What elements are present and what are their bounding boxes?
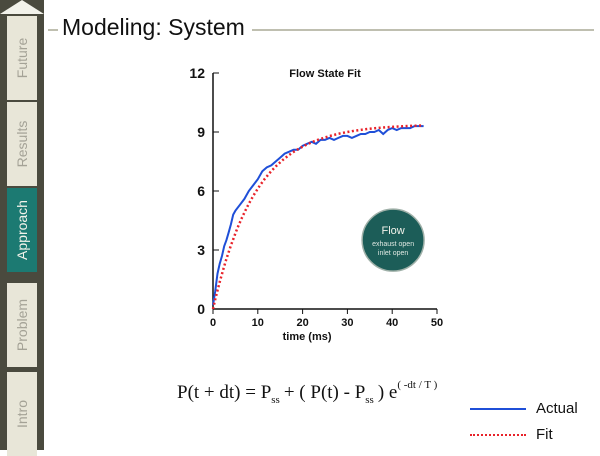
x-tick-label: 0	[210, 317, 216, 329]
y-tick-label: 12	[190, 65, 205, 81]
legend-line-fit	[470, 434, 526, 436]
x-tick-label: 20	[296, 317, 308, 329]
nav-tab-approach[interactable]: Approach	[7, 188, 37, 272]
flow-state-badge-exhaust: exhaust open	[372, 241, 414, 248]
flow-state-badge	[361, 208, 425, 272]
nav-sidebar: Future Results Approach Problem Intro	[0, 0, 44, 456]
flow-state-chart: 0 3 6 9 12 0 10 20 30 40 50 Flow State Fit time (ms)…	[190, 65, 443, 343]
chart-title: Flow State Fit	[289, 68, 361, 80]
y-tick-label: 3	[197, 242, 205, 258]
nav-tab-label: Intro	[14, 399, 30, 429]
nav-arrow-tip	[0, 0, 44, 14]
nav-tab-intro[interactable]: Intro	[7, 372, 37, 456]
x-tick-label: 10	[252, 317, 264, 329]
equation-exponent: ( -dt / T )	[397, 379, 437, 391]
legend-label-fit: Fit	[536, 426, 553, 443]
y-tick-label: 6	[197, 183, 205, 199]
nav-tab-label: Approach	[14, 200, 30, 260]
slide-title: Modeling: System	[62, 14, 245, 40]
flow-state-badge-inlet: inlet open	[378, 250, 408, 257]
legend-item-fit: Fit	[470, 424, 600, 446]
title-rule-left	[48, 29, 58, 31]
legend-item-actual: Actual	[470, 398, 600, 420]
x-tick-label: 40	[386, 317, 398, 329]
nav-tab-problem[interactable]: Problem	[7, 283, 37, 367]
y-tick-label: 0	[197, 301, 205, 317]
y-tick-label: 9	[197, 124, 205, 140]
legend-label-actual: Actual	[536, 400, 578, 417]
nav-tab-results[interactable]: Results	[7, 102, 37, 186]
flow-state-badge-title: Flow	[381, 225, 404, 237]
equation-tail: ) e	[378, 382, 398, 403]
equation-lhs: P(t + dt) = P	[177, 382, 271, 403]
series-actual-line	[212, 125, 424, 306]
equation-sub1: ss	[271, 394, 280, 406]
nav-tab-label: Results	[14, 120, 30, 168]
legend-line-actual	[470, 408, 526, 410]
series-fit-line	[211, 124, 424, 310]
nav-tab-label: Problem	[14, 298, 30, 352]
equation-sub2: ss	[365, 394, 374, 406]
nav-tab-label: Future	[14, 37, 30, 79]
nav-tab-future[interactable]: Future	[7, 16, 37, 100]
equation-text: P(t + dt) = Pss + ( P(t) - Pss) e( -dt / …	[177, 379, 438, 406]
equation: P(t + dt) = Pss + ( P(t) - Pss) e( -dt / …	[177, 379, 438, 406]
equation-mid: + ( P(t) - P	[284, 382, 365, 403]
x-tick-label: 30	[341, 317, 353, 329]
x-axis-label: time (ms)	[283, 331, 332, 343]
title-rule	[252, 29, 594, 31]
x-tick-label: 50	[431, 317, 443, 329]
